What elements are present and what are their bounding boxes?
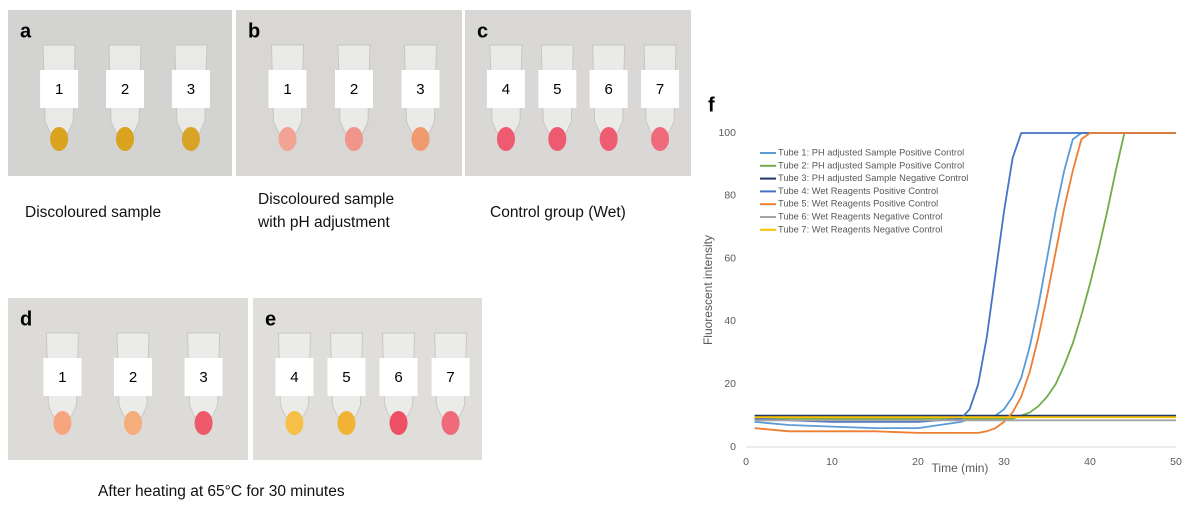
tube-liquid — [116, 127, 134, 151]
tube-liquid — [285, 411, 304, 435]
y-tick-label: 0 — [730, 441, 736, 453]
caption: Discoloured sample — [25, 204, 161, 221]
photo-panel: b 1 2 3 — [236, 10, 462, 176]
tube-number: 3 — [187, 81, 195, 98]
number-box — [401, 70, 440, 108]
tube-number: 1 — [55, 81, 63, 98]
tube-number: 5 — [342, 369, 350, 386]
x-tick-label: 30 — [998, 456, 1010, 468]
y-tick-label: 20 — [724, 378, 736, 390]
tube-liquid — [651, 127, 670, 151]
number-box — [106, 70, 144, 108]
photo-panel: d 1 2 3 — [8, 298, 248, 460]
tube-number: 2 — [121, 81, 129, 98]
tube-liquid — [441, 411, 460, 435]
number-box — [43, 358, 82, 396]
photo-panel: c 4 5 6 7 — [465, 10, 691, 176]
tube-liquid — [599, 127, 618, 151]
tube-liquid — [53, 411, 72, 435]
panel-label: e — [265, 308, 276, 330]
number-box — [335, 70, 373, 108]
tube-liquid — [389, 411, 408, 435]
caption: with pH adjustment — [257, 214, 391, 231]
legend-label: Tube 2: PH adjusted Sample Positive Cont… — [778, 160, 964, 170]
panel-label: c — [477, 20, 488, 42]
tube-number: 6 — [605, 81, 613, 98]
panel-label: d — [20, 308, 32, 330]
legend-label: Tube 6: Wet Reagents Negative Control — [778, 211, 942, 221]
tube-liquid — [194, 411, 213, 435]
tube-number: 2 — [350, 81, 358, 98]
tube-liquid — [50, 127, 69, 151]
tube-liquid — [548, 127, 567, 151]
tube-number: 5 — [553, 81, 561, 98]
x-axis-title: Time (min) — [932, 461, 989, 475]
number-box — [589, 70, 628, 108]
y-axis-title: Fluorescent intensity — [701, 235, 715, 345]
number-box — [40, 70, 79, 108]
number-box — [641, 70, 680, 108]
panel-label: b — [248, 20, 260, 42]
tube-liquid — [337, 411, 356, 435]
data-line — [754, 132, 1176, 434]
tube-number: 4 — [290, 369, 298, 386]
legend-label: Tube 4: Wet Reagents Positive Control — [778, 186, 938, 196]
tube-number: 1 — [58, 369, 66, 386]
y-tick-label: 60 — [724, 252, 736, 264]
tube-liquid — [181, 127, 200, 151]
x-tick-label: 20 — [912, 456, 924, 468]
tube-number: 6 — [394, 369, 402, 386]
number-box — [268, 70, 307, 108]
number-box — [327, 358, 366, 396]
data-line — [754, 132, 1176, 420]
tube-number: 1 — [283, 81, 291, 98]
panel-label: a — [20, 20, 32, 42]
x-tick-label: 50 — [1170, 456, 1182, 468]
tube-number: 3 — [199, 369, 207, 386]
x-tick-label: 0 — [743, 456, 749, 468]
tube-number: 4 — [502, 81, 510, 98]
tube-liquid — [411, 127, 430, 151]
photo-panel: a 1 2 3 — [8, 10, 232, 176]
tube-liquid — [345, 127, 363, 151]
number-box — [538, 70, 577, 108]
number-box — [486, 70, 525, 108]
legend-label: Tube 1: PH adjusted Sample Positive Cont… — [778, 147, 964, 157]
y-tick-label: 80 — [724, 190, 736, 202]
tube-number: 7 — [446, 369, 454, 386]
panel-label: f — [708, 94, 715, 116]
x-tick-label: 40 — [1084, 456, 1096, 468]
number-box — [275, 358, 314, 396]
number-box — [171, 70, 210, 108]
y-tick-label: 100 — [718, 127, 736, 139]
x-tick-label: 10 — [826, 456, 838, 468]
number-box — [431, 358, 470, 396]
number-box — [184, 358, 223, 396]
photo-panel: e 4 5 6 7 — [253, 298, 482, 460]
y-tick-label: 40 — [724, 315, 736, 327]
caption: Discoloured sample — [258, 191, 394, 208]
caption: Control group (Wet) — [490, 204, 626, 221]
caption: After heating at 65°C for 30 minutes — [98, 483, 345, 500]
tube-number: 3 — [416, 81, 424, 98]
number-box — [379, 358, 418, 396]
legend-label: Tube 7: Wet Reagents Negative Control — [778, 224, 942, 234]
tube-number: 2 — [129, 369, 137, 386]
tube-liquid — [496, 127, 515, 151]
legend-label: Tube 5: Wet Reagents Positive Control — [778, 199, 938, 209]
tube-liquid — [278, 127, 297, 151]
number-box — [114, 358, 152, 396]
tube-number: 7 — [656, 81, 664, 98]
tube-liquid — [124, 411, 142, 435]
legend-label: Tube 3: PH adjusted Sample Negative Cont… — [778, 173, 968, 183]
